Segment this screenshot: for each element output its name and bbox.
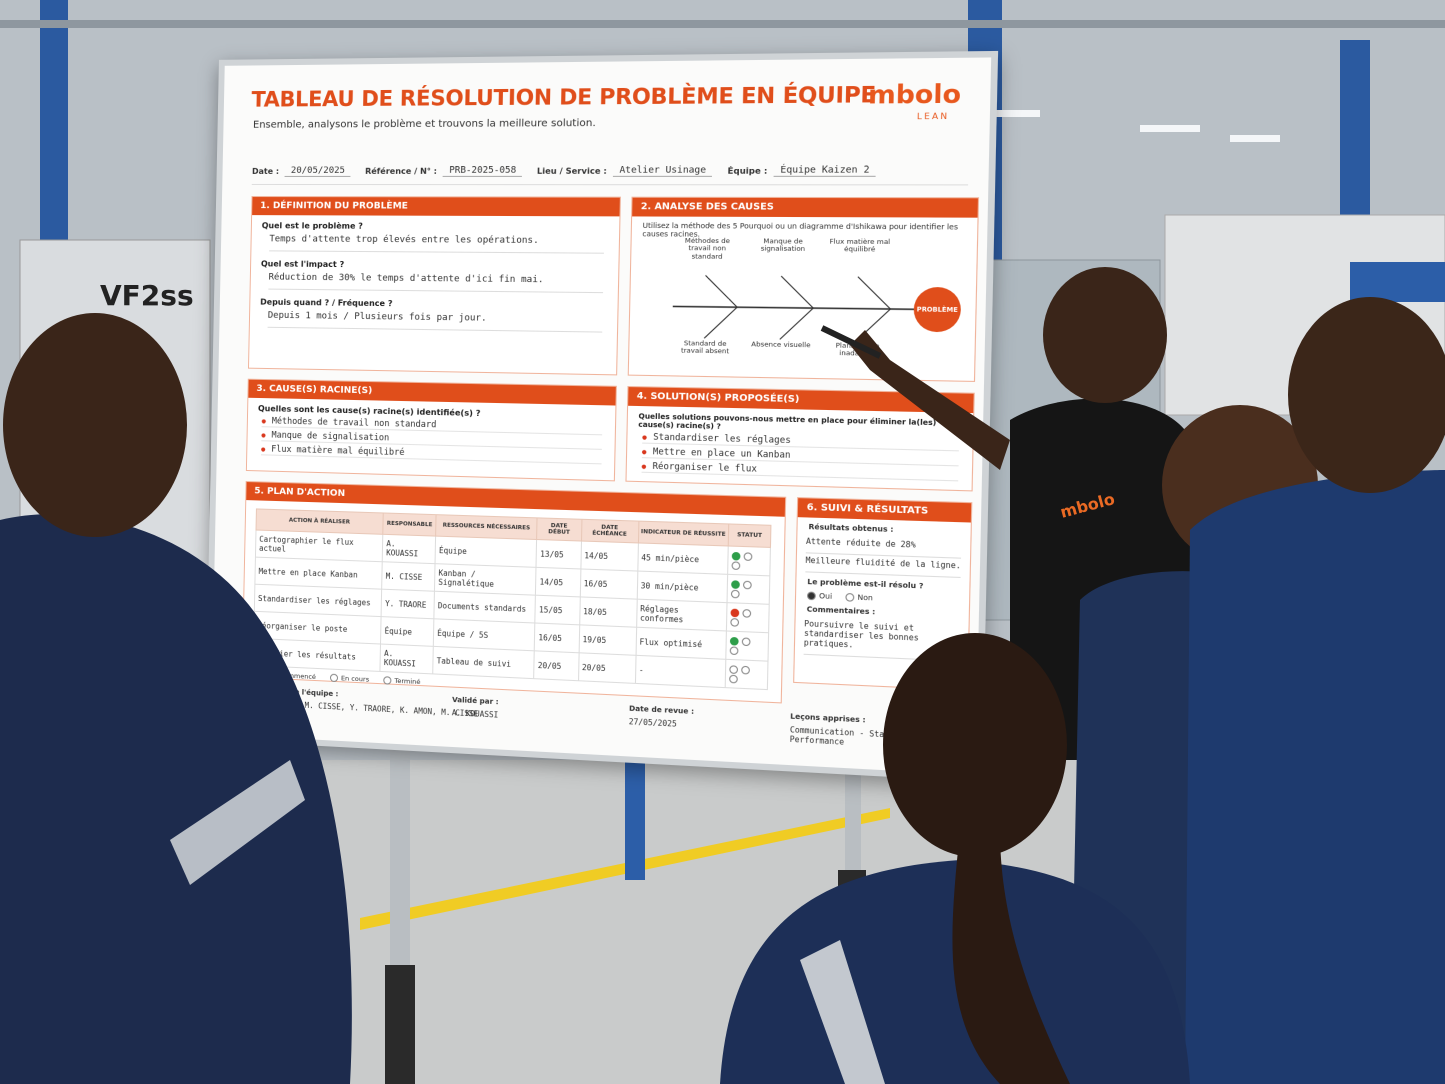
fishbone: PROBLÈME Méthodes de travail non standar…: [629, 237, 977, 375]
stand-base: [385, 965, 415, 1084]
whiteboard: TABLEAU DE RÉSOLUTION DE PROBLÈME EN ÉQU…: [205, 50, 999, 782]
marker: [820, 325, 882, 359]
fishbone-lines: PROBLÈME: [629, 244, 962, 375]
beam: [0, 20, 1445, 28]
braid: [952, 830, 1070, 1084]
effect-label: PROBLÈME: [917, 305, 958, 314]
presenter-arm: [850, 330, 1010, 470]
pillar: [40, 0, 68, 250]
reflective-stripe: [800, 940, 885, 1084]
light: [1140, 125, 1200, 132]
person-head: [1288, 297, 1445, 493]
pillar: [1340, 40, 1370, 220]
person-body: [1185, 470, 1445, 1084]
light: [1230, 135, 1280, 142]
machine-label: VF2ss: [100, 279, 194, 312]
presenter-head: [1043, 267, 1167, 403]
rack: [625, 730, 645, 880]
person-head: [883, 633, 1067, 857]
section-causes: 2. ANALYSE DES CAUSES Utilisez la méthod…: [627, 196, 980, 382]
light: [980, 110, 1040, 117]
reflective-stripe: [170, 760, 305, 885]
person-head: [3, 313, 187, 537]
machine: [1350, 262, 1445, 302]
person-body: [0, 514, 352, 1084]
